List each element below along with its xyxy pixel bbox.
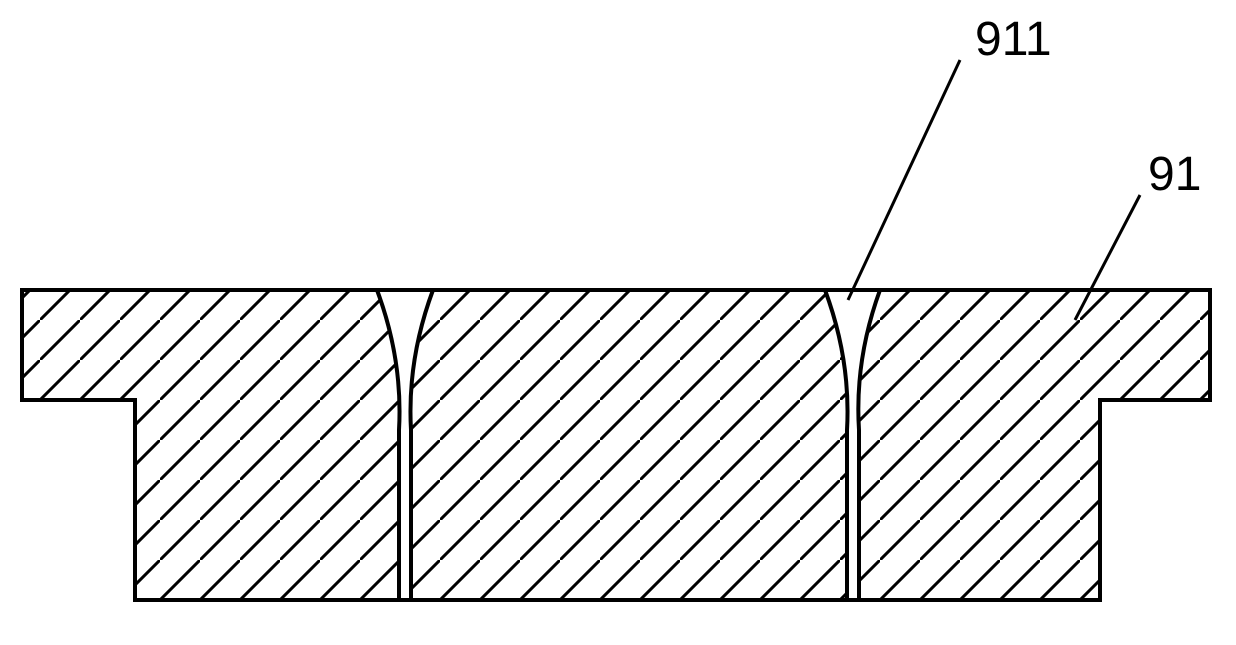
leader-911 [848, 60, 960, 300]
label-911: 911 [975, 13, 1052, 66]
label-91: 91 [1148, 148, 1201, 201]
section-hatching [0, 250, 1236, 640]
leader-lines [848, 60, 1140, 320]
reference-labels: 911 91 [975, 13, 1201, 201]
technical-diagram: 911 91 [0, 0, 1236, 645]
